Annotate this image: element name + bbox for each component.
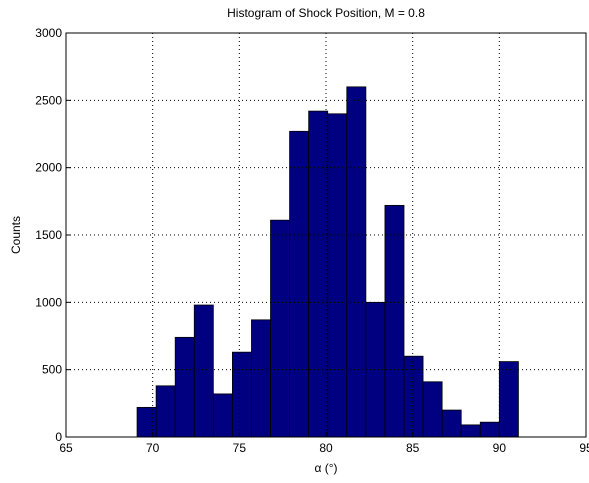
bar [403,355,424,438]
y-tick-label: 1000 [35,295,62,309]
x-axis-label: α (°) [314,461,337,475]
y-tick-label: 0 [55,430,62,444]
y-axis-label: Counts [9,216,23,254]
bar [327,113,348,438]
y-tick-label: 2000 [35,161,62,175]
x-tick-label: 70 [146,441,160,455]
chart-title: Histogram of Shock Position, M = 0.8 [227,6,425,20]
axes-box [65,32,587,438]
bar [193,304,214,438]
bar [251,319,271,438]
bar [231,351,252,438]
bar [498,361,519,438]
bar [270,219,290,438]
y-tick-label: 1500 [35,228,62,242]
y-tick-label: 500 [42,363,62,377]
bar [479,421,500,438]
y-tick-label: 3000 [35,26,62,40]
bar [155,385,176,438]
bar [422,381,443,438]
x-tick-label: 75 [233,441,247,455]
x-tick-label: 95 [579,441,589,455]
bar [308,110,329,438]
bar [346,86,367,438]
y-tick-label: 2500 [35,93,62,107]
bar [136,406,157,438]
bar [174,336,195,438]
x-tick-label: 80 [319,441,333,455]
bar [441,409,462,438]
bar [212,393,233,438]
bar [384,204,405,438]
bar [460,424,481,438]
bar [289,130,310,438]
x-tick-label: 65 [59,441,73,455]
x-tick-label: 90 [493,441,507,455]
x-tick-label: 85 [406,441,420,455]
